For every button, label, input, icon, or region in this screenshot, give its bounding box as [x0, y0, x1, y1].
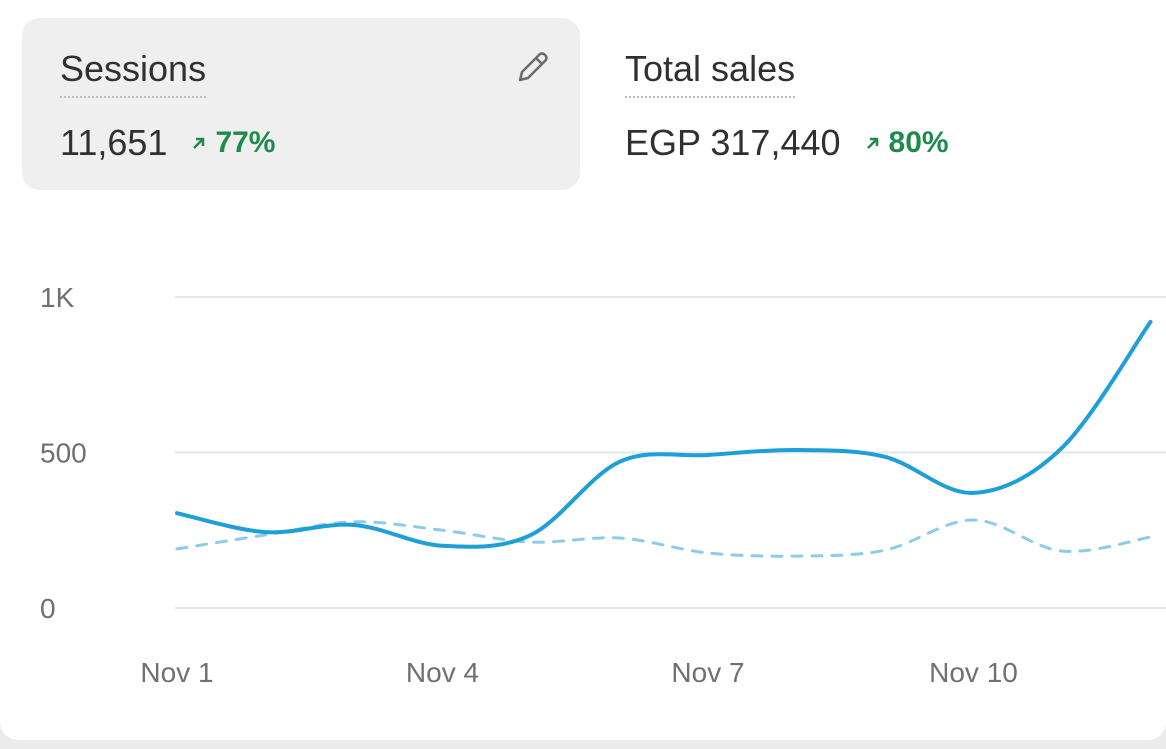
y-tick-label: 1K: [40, 282, 75, 313]
metric-change-value: 80%: [888, 126, 949, 159]
metric-value: 11,651: [60, 122, 168, 163]
metric-card[interactable]: Total sales EGP 317,440 80%: [587, 18, 1107, 190]
series-line: [175, 518, 1152, 558]
up-arrow-icon: [193, 137, 205, 149]
metric-label: Total sales: [625, 48, 796, 98]
edit-icon[interactable]: [512, 48, 552, 88]
metric-value-row: EGP 317,440 80%: [625, 122, 949, 164]
metric-change: 80%: [865, 126, 949, 160]
metric-change-value: 77%: [215, 126, 276, 159]
x-tick-label: Nov 4: [406, 657, 479, 688]
metric-value: EGP 317,440: [625, 122, 841, 163]
metric-card[interactable]: Sessions 11,651 77%: [22, 18, 580, 190]
y-tick-label: 500: [40, 438, 87, 469]
metric-label: Sessions: [60, 48, 207, 98]
metric-change: 77%: [191, 126, 275, 160]
x-tick-label: Nov 7: [671, 657, 744, 688]
x-tick-label: Nov 10: [929, 657, 1018, 688]
up-arrow-icon: [866, 137, 878, 149]
y-tick-label: 0: [40, 593, 56, 624]
x-tick-label: Nov 1: [140, 657, 213, 688]
series-line: [175, 319, 1153, 549]
metric-value-row: 11,651 77%: [60, 122, 275, 164]
